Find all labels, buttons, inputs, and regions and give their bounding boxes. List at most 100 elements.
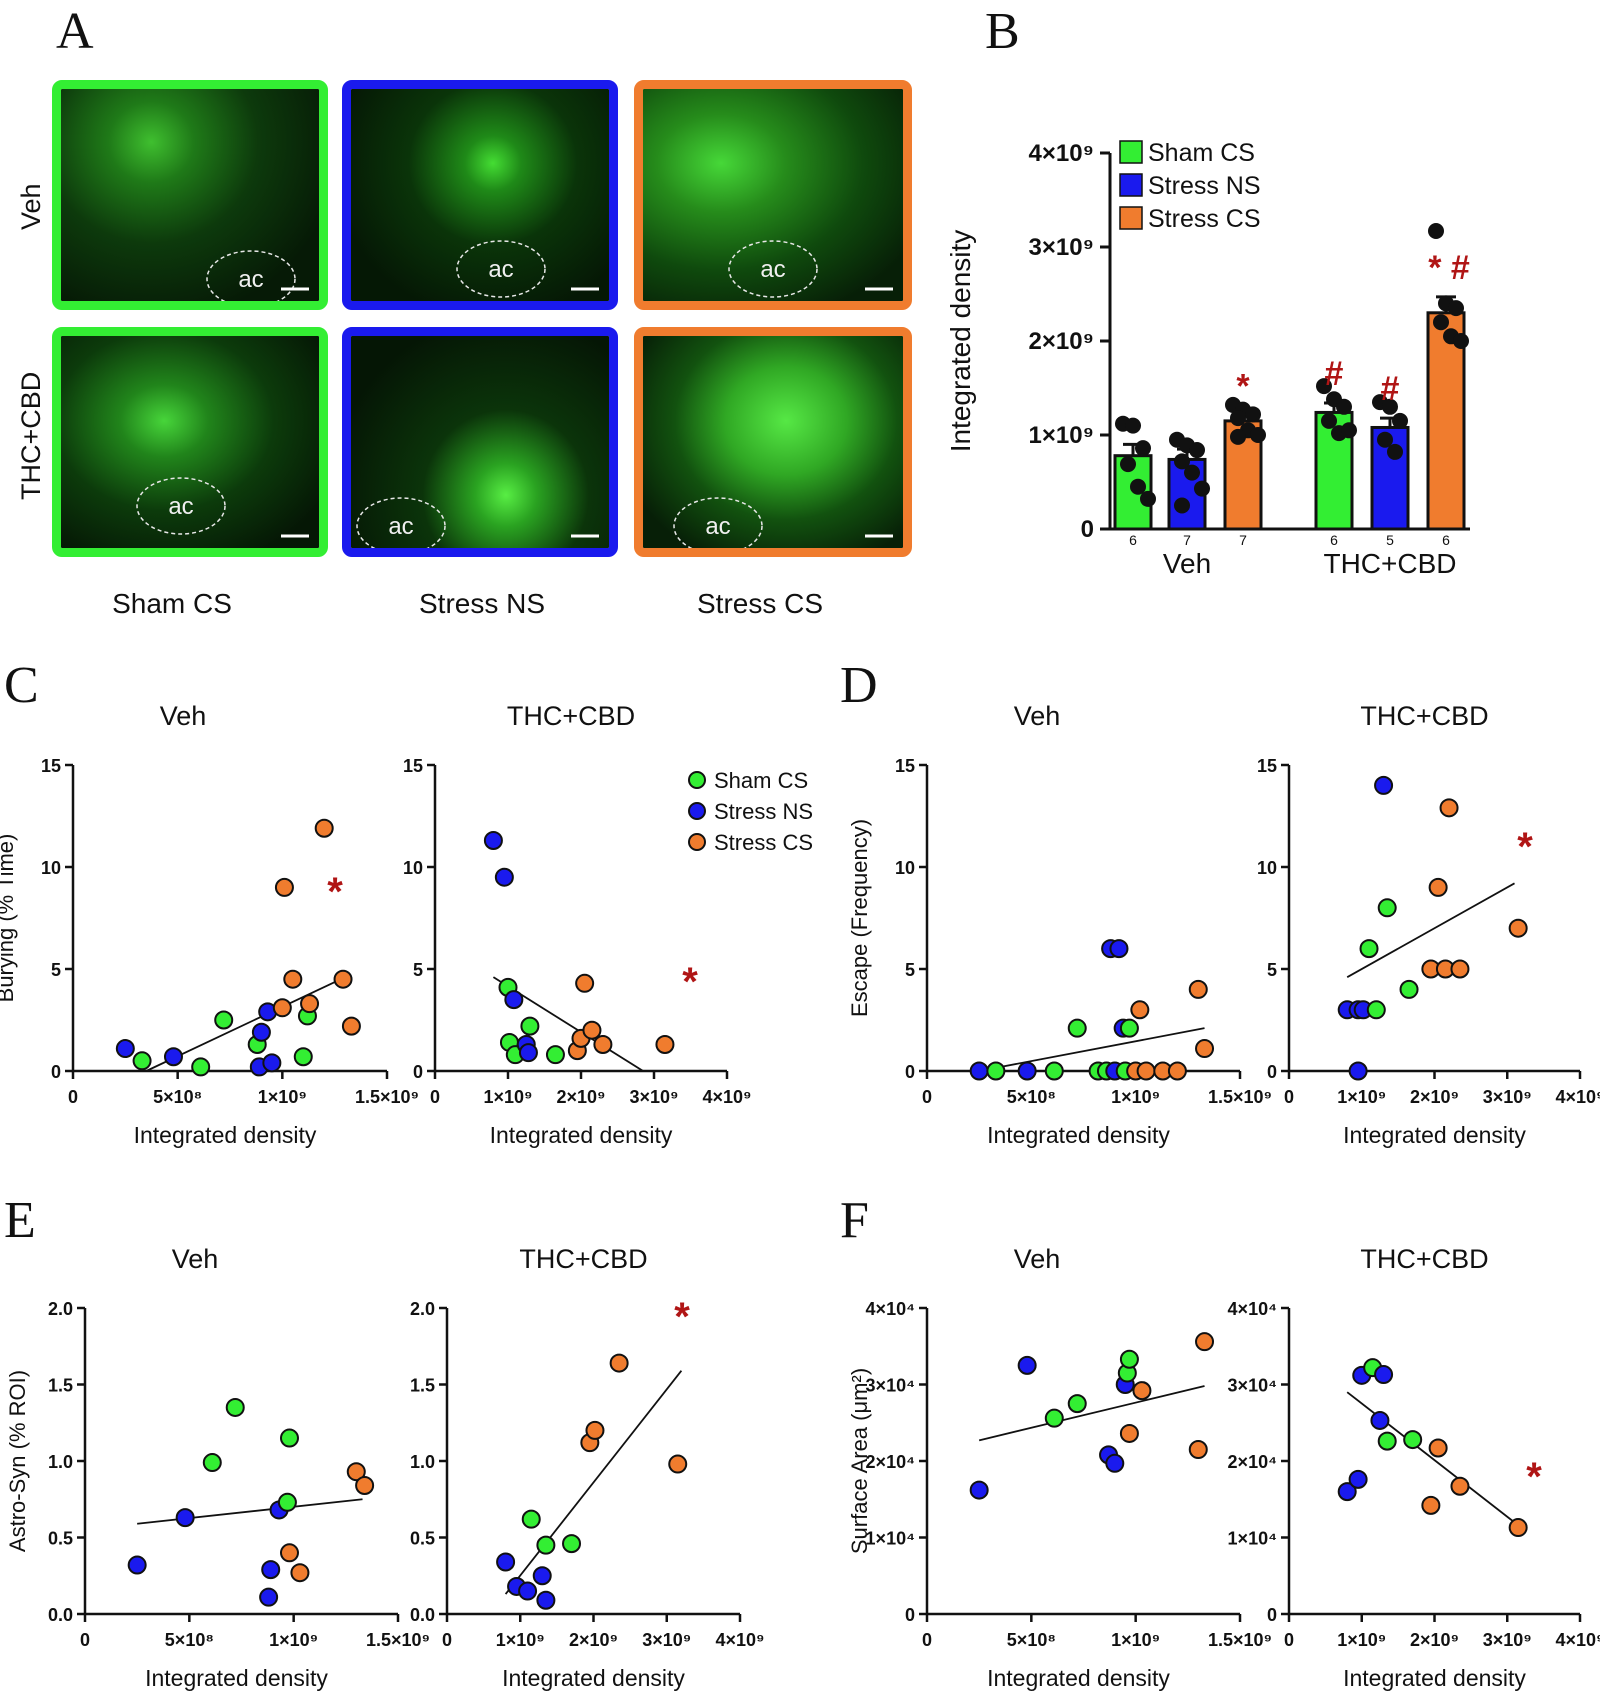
data-point-cs <box>341 1016 361 1036</box>
x-tick-label: 2×10⁹ <box>556 1087 605 1107</box>
data-point-ns <box>261 1560 281 1580</box>
data-point-cs <box>1136 1061 1156 1081</box>
data-point-sham <box>1067 1018 1087 1038</box>
data-point-ns <box>1337 1482 1357 1502</box>
legend-label: Sham CS <box>1148 139 1255 167</box>
data-point-ns <box>483 830 503 850</box>
y-tick-label: 1.5 <box>410 1376 435 1396</box>
fluorescence-image <box>643 336 903 548</box>
fluorescence-image <box>61 89 319 301</box>
data-point-cs <box>575 973 595 993</box>
y-tick-label: 15 <box>1257 756 1277 776</box>
legend-swatch <box>1119 173 1143 197</box>
ac-outline <box>728 240 818 298</box>
x-tick-label: 2×10⁹ <box>569 1630 618 1650</box>
y-tick-label: 2×10⁹ <box>1029 328 1094 355</box>
legend-label: Stress CS <box>1148 205 1261 233</box>
data-point <box>1174 497 1190 514</box>
x-axis-label: Integrated density <box>987 1122 1170 1148</box>
data-point-cs <box>333 969 353 989</box>
data-point-sham <box>1403 1430 1423 1450</box>
y-axis-label: Integrated density <box>945 230 976 453</box>
y-tick-label: 0 <box>1267 1062 1277 1082</box>
significance-star: * <box>682 960 698 1004</box>
x-tick-label: 0 <box>922 1630 932 1650</box>
data-point-sham <box>1067 1394 1087 1414</box>
data-point-sham <box>1399 979 1419 999</box>
ac-label: ac <box>168 493 193 520</box>
x-tick-label: 1×10⁹ <box>1337 1087 1386 1107</box>
legend-label: Sham CS <box>714 768 808 793</box>
x-tick-label: 1×10⁹ <box>258 1087 307 1107</box>
ac-label: ac <box>388 513 413 540</box>
data-point-sham <box>1377 1431 1397 1451</box>
significance-star: * <box>1517 825 1533 869</box>
x-axis-label: Integrated density <box>987 1665 1170 1691</box>
y-tick-label: 0 <box>905 1605 915 1625</box>
x-tick-label: 0 <box>68 1087 78 1107</box>
data-point <box>1130 478 1146 495</box>
bar-3 <box>1314 410 1354 531</box>
n-label: 6 <box>1129 532 1137 548</box>
data-point-sham <box>1119 1349 1139 1369</box>
y-tick-label: 1.5 <box>48 1376 73 1396</box>
data-point-cs <box>609 1353 629 1373</box>
significance-mark: * # <box>1428 249 1470 287</box>
data-point <box>1120 456 1136 473</box>
x-tick-label: 1.5×10⁹ <box>1208 1630 1272 1650</box>
legend-swatch <box>1119 140 1143 164</box>
data-point-cs <box>314 818 334 838</box>
data-point-cs <box>593 1034 613 1054</box>
data-point-ns <box>536 1590 556 1610</box>
data-point <box>1392 412 1408 429</box>
significance-star: * <box>674 1295 690 1339</box>
regression-line <box>1346 882 1515 978</box>
data-point-cs <box>283 969 303 989</box>
group-label-0: Veh <box>1163 548 1211 579</box>
y-tick-label: 2.0 <box>410 1299 435 1319</box>
data-point <box>1230 428 1246 445</box>
data-point-sham <box>545 1045 565 1065</box>
fluorescence-image <box>643 89 903 301</box>
data-point-cs <box>1428 877 1448 897</box>
x-tick-label: 5×10⁸ <box>1007 1087 1056 1107</box>
y-tick-label: 0.5 <box>410 1529 435 1549</box>
data-point-ns <box>1109 939 1129 959</box>
legend-marker <box>688 833 706 851</box>
legend-label: Stress NS <box>714 799 813 824</box>
y-tick-label: 4×10⁴ <box>1228 1299 1277 1319</box>
regression-line <box>978 1027 1205 1072</box>
micrograph-thc-cbd-sham-cs: ac <box>52 327 328 557</box>
y-axis-label: Escape (Frequency) <box>847 819 872 1017</box>
data-point-cs <box>1119 1423 1139 1443</box>
ac-outline <box>136 477 226 535</box>
data-point <box>1433 314 1449 331</box>
data-point <box>1250 427 1266 443</box>
y-tick-label: 15 <box>403 756 423 776</box>
plot-title: Veh <box>172 1244 219 1274</box>
data-point-cs <box>1195 1039 1215 1059</box>
y-tick-label: 0 <box>1267 1605 1277 1625</box>
x-tick-label: 1×10⁹ <box>496 1630 545 1650</box>
y-tick-label: 0 <box>51 1062 61 1082</box>
data-point-ns <box>496 1552 516 1572</box>
data-point-cs <box>279 1543 299 1563</box>
data-point-cs <box>346 1462 366 1482</box>
data-point <box>1321 412 1337 429</box>
y-tick-label: 15 <box>41 756 61 776</box>
y-axis-label: Surface Area (μm²) <box>847 1368 872 1554</box>
regression-line <box>504 1370 683 1595</box>
y-tick-label: 3×10⁹ <box>1029 234 1094 261</box>
x-tick-label: 3×10⁹ <box>1483 1087 1532 1107</box>
x-tick-label: 4×10⁹ <box>1555 1630 1600 1650</box>
data-point-sham <box>279 1428 299 1448</box>
data-point <box>1448 300 1464 317</box>
data-point-sham <box>1377 898 1397 918</box>
data-point-ns <box>175 1508 195 1528</box>
data-point-ns <box>518 1581 538 1601</box>
data-point-cs <box>1450 1476 1470 1496</box>
y-tick-label: 1.0 <box>410 1452 435 1472</box>
x-tick-label: 0 <box>1284 1087 1294 1107</box>
data-point-sham <box>277 1492 297 1512</box>
